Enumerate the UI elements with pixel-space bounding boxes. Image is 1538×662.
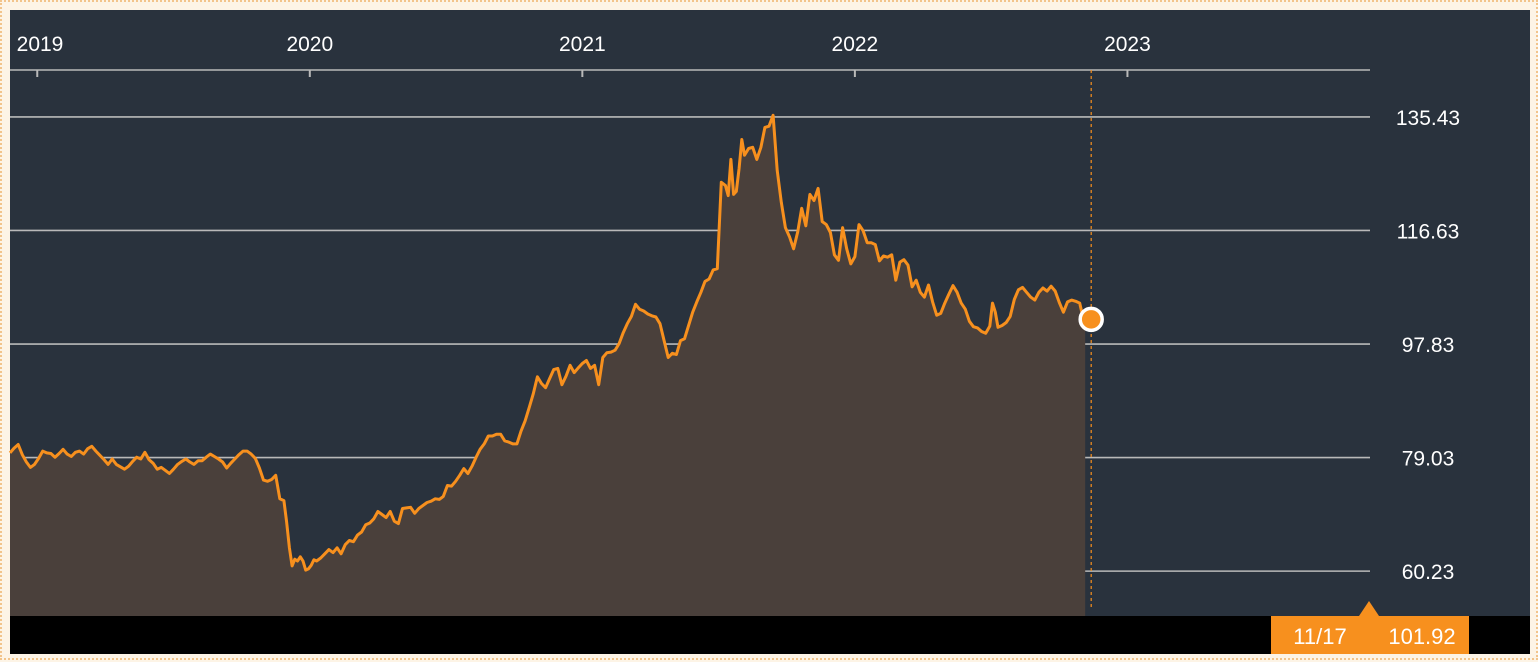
x-tick-label: 2022 — [832, 33, 879, 56]
series-line — [8, 113, 1087, 572]
value-badge — [1271, 616, 1469, 654]
y-tick-label: 60.23 — [1402, 561, 1455, 584]
badge-date: 11/17 — [1293, 624, 1346, 649]
y-axis-tick-labels: 135.43 116.63 97.83 79.03 60.23 — [1396, 107, 1460, 584]
last-point-marker — [1078, 306, 1104, 333]
y-tick-label: 79.03 — [1402, 448, 1455, 471]
x-tick-label: 2021 — [559, 33, 606, 56]
x-axis-ticks: 2019 2020 2021 2022 2023 — [17, 33, 1151, 77]
x-tick-label: 2019 — [17, 33, 64, 56]
x-tick-label: 2023 — [1104, 33, 1151, 56]
area-fill — [10, 115, 1086, 617]
x-tick-label: 2020 — [286, 33, 333, 56]
y-tick-label: 97.83 — [1402, 334, 1455, 357]
y-tick-label: 116.63 — [1397, 220, 1460, 243]
y-tick-label: 135.43 — [1396, 107, 1460, 130]
badge-value: 101.92 — [1388, 624, 1455, 649]
badge-pointer — [1359, 601, 1379, 616]
